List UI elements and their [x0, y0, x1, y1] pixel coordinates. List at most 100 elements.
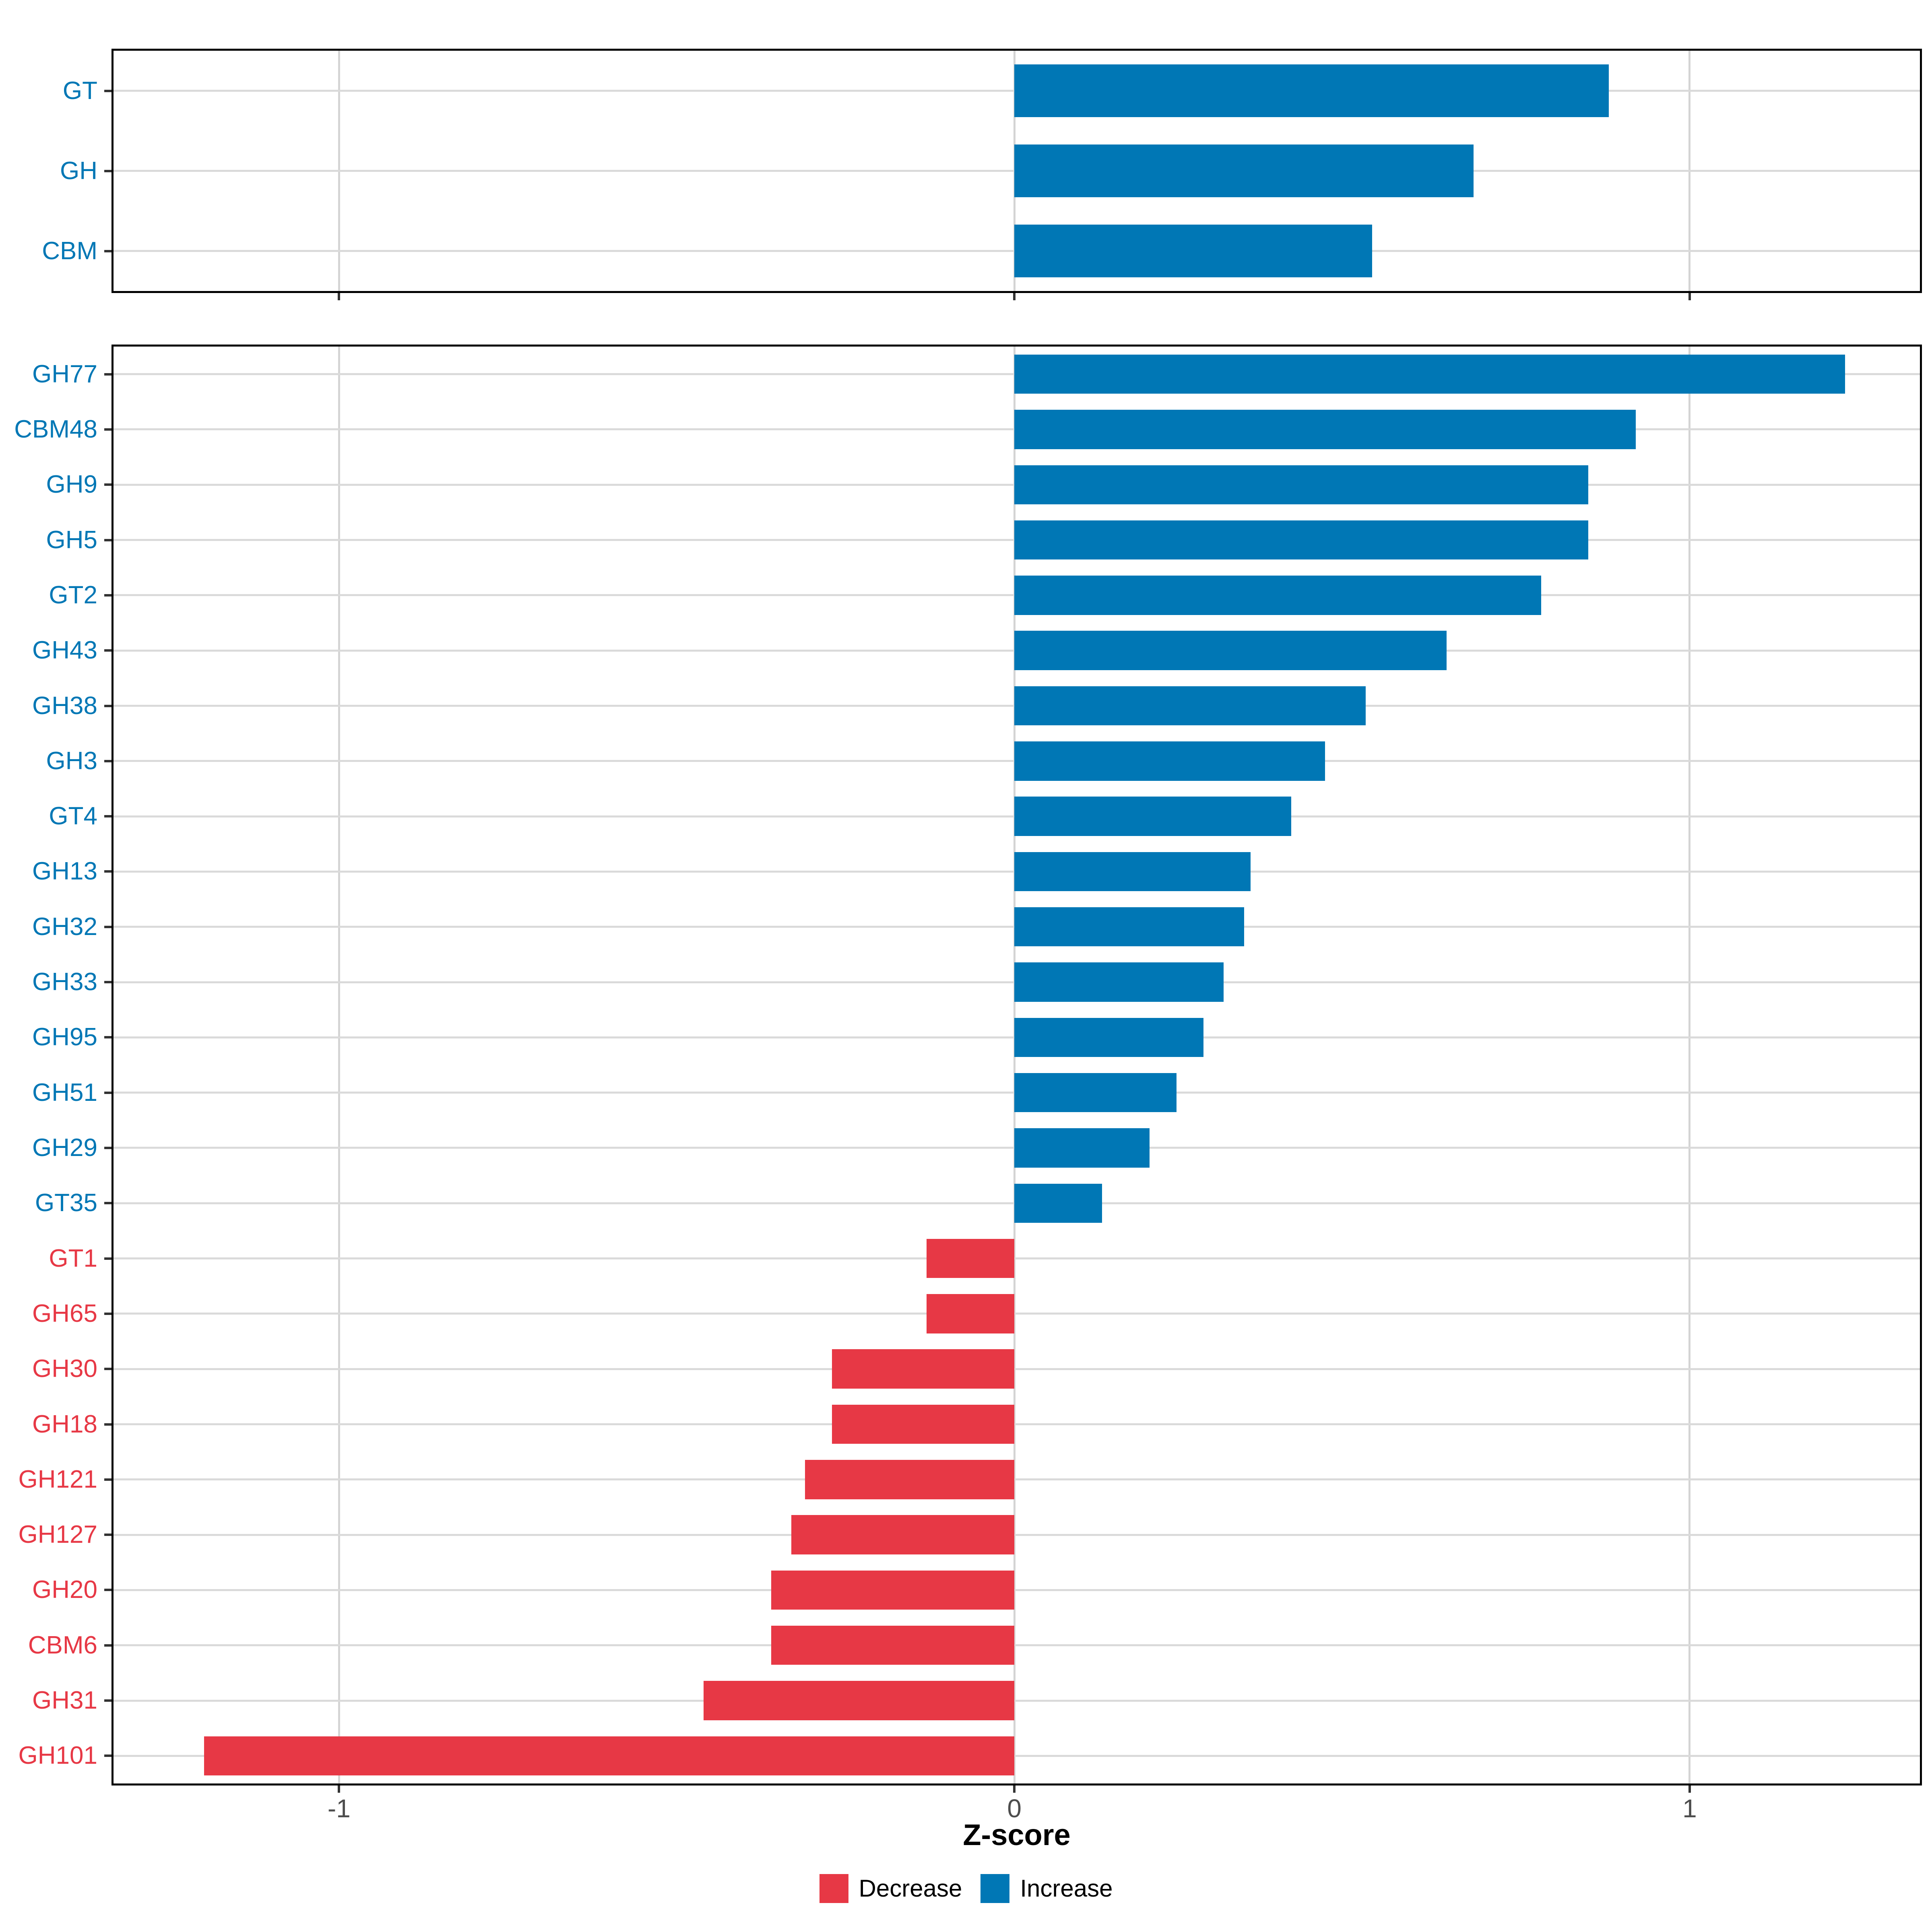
gridline-horizontal-GH30 [114, 1368, 1920, 1370]
bar-GH77 [1014, 354, 1845, 394]
gridline-vertical-1 [1688, 347, 1691, 1783]
legend-label-increase: Increase [1020, 1875, 1113, 1902]
legend-swatch-increase [980, 1874, 1010, 1903]
y-label-GH121: GH121 [18, 1465, 97, 1493]
y-tick-GH33 [104, 981, 111, 984]
y-label-GH43: GH43 [32, 636, 97, 665]
bar-GH [1014, 144, 1474, 198]
y-label-CBM48: CBM48 [14, 415, 97, 443]
bar-GH31 [704, 1681, 1015, 1720]
gridline-horizontal-GT1 [114, 1257, 1920, 1260]
bar-GH33 [1014, 962, 1224, 1002]
bar-GH43 [1014, 631, 1447, 670]
y-tick-GT35 [104, 1202, 111, 1205]
x-tick-1 [1688, 293, 1691, 300]
legend-swatch-decrease [819, 1874, 848, 1903]
y-label-GH18: GH18 [32, 1410, 97, 1438]
y-label-GH95: GH95 [32, 1023, 97, 1051]
bar-GT4 [1014, 797, 1291, 836]
x-tick-1 [1688, 1785, 1691, 1793]
legend-item-decrease: Decrease [819, 1874, 962, 1903]
y-label-GT2: GT2 [49, 581, 97, 609]
y-tick-GH [104, 169, 111, 172]
y-label-GH33: GH33 [32, 968, 97, 996]
y-label-GH127: GH127 [18, 1521, 97, 1549]
bar-GH95 [1014, 1018, 1203, 1057]
y-tick-GH30 [104, 1368, 111, 1371]
y-tick-GH43 [104, 649, 111, 652]
gridline-horizontal-GH20 [114, 1589, 1920, 1591]
y-label-GH30: GH30 [32, 1355, 97, 1383]
bar-GH29 [1014, 1128, 1150, 1168]
y-label-GT4: GT4 [49, 802, 97, 830]
y-tick-GH13 [104, 870, 111, 873]
gridline-vertical--1 [338, 347, 340, 1783]
panel-overview: GT GH CBM [42, 49, 1922, 300]
x-tick-label--1: -1 [327, 1794, 351, 1823]
y-tick-GH18 [104, 1423, 111, 1426]
x-axis-title: Z-score [963, 1818, 1071, 1852]
y-label-GH20: GH20 [32, 1576, 97, 1604]
y-label-CBM6: CBM6 [28, 1631, 97, 1659]
y-label-GH77: GH77 [32, 360, 97, 388]
gridline-horizontal-GH101 [114, 1754, 1920, 1757]
y-label-GH38: GH38 [32, 691, 97, 720]
y-tick-GH38 [104, 704, 111, 707]
gridline-vertical-0 [1013, 347, 1016, 1783]
y-tick-GT4 [104, 815, 111, 818]
bar-GH20 [771, 1570, 1015, 1610]
bar-GH18 [832, 1404, 1015, 1444]
y-label-GH51: GH51 [32, 1078, 97, 1106]
y-tick-GT1 [104, 1257, 111, 1260]
bar-GT35 [1014, 1183, 1102, 1223]
y-tick-GH51 [104, 1091, 111, 1094]
gridline-horizontal-GH31 [114, 1699, 1920, 1702]
y-label-GT35: GT35 [35, 1189, 97, 1217]
y-tick-GH95 [104, 1036, 111, 1039]
bar-GH5 [1014, 520, 1589, 560]
bar-GH3 [1014, 741, 1325, 781]
bar-GH9 [1014, 465, 1589, 504]
bar-CBM [1014, 224, 1373, 278]
bar-GH32 [1014, 907, 1244, 947]
y-label-GH29: GH29 [32, 1133, 97, 1162]
x-tick-label-1: 1 [1682, 1794, 1697, 1823]
bar-GH101 [204, 1736, 1015, 1776]
gridline-horizontal-GH18 [114, 1423, 1920, 1425]
y-tick-GH20 [104, 1589, 111, 1591]
y-tick-GH77 [104, 373, 111, 376]
y-tick-GH5 [104, 539, 111, 541]
y-label-GH101: GH101 [18, 1742, 97, 1770]
bar-GT1 [927, 1238, 1015, 1278]
y-label-GH13: GH13 [32, 857, 97, 886]
gridline-horizontal-GH65 [114, 1313, 1920, 1315]
x-tick-label-0: 0 [1007, 1794, 1022, 1823]
y-label-GT: GT [62, 76, 97, 105]
y-label-GH9: GH9 [46, 471, 97, 499]
y-tick-GH121 [104, 1478, 111, 1481]
y-tick-GT [104, 89, 111, 92]
bar-GH51 [1014, 1073, 1177, 1113]
y-tick-CBM6 [104, 1644, 111, 1647]
y-label-GH32: GH32 [32, 912, 97, 941]
y-tick-GH29 [104, 1146, 111, 1149]
y-tick-GH3 [104, 760, 111, 762]
y-tick-GT2 [104, 594, 111, 597]
gridline-horizontal-CBM6 [114, 1644, 1920, 1647]
y-label-GH31: GH31 [32, 1686, 97, 1715]
gridline-horizontal-GH127 [114, 1534, 1920, 1536]
y-tick-GH9 [104, 483, 111, 486]
bar-GH30 [832, 1349, 1015, 1389]
y-label-GH3: GH3 [46, 747, 97, 775]
bar-GH127 [791, 1515, 1015, 1554]
y-tick-GH101 [104, 1754, 111, 1757]
y-label-GH: GH [60, 157, 97, 185]
gridline-horizontal-GH121 [114, 1478, 1920, 1481]
bar-GH121 [805, 1460, 1015, 1499]
y-label-GT1: GT1 [49, 1244, 97, 1272]
panel-families: GH77 CBM48 GH9 GH5 GT2 GH43 GH38 GH3 GT4 GH13 GH32… [14, 345, 1922, 1793]
bar-GH13 [1014, 852, 1251, 892]
y-tick-CBM48 [104, 428, 111, 431]
bar-GT [1014, 64, 1609, 118]
